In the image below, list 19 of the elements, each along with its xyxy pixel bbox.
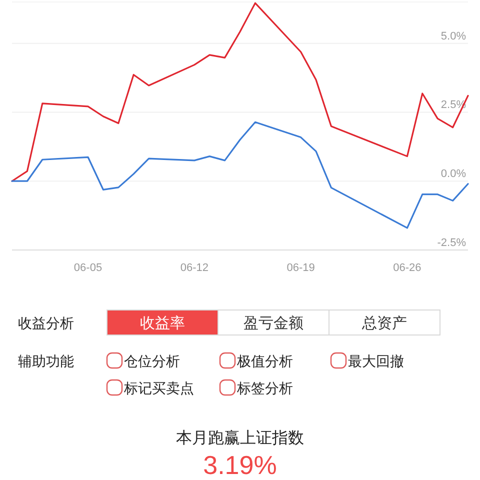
x-tick-label: 06-12	[180, 262, 208, 274]
text: 盈亏金额	[244, 315, 304, 332]
text: 仓位分析	[124, 353, 180, 369]
text: 标签分析	[236, 380, 293, 396]
text: 3.19%	[203, 450, 277, 480]
y-tick-label: 5.0%	[440, 30, 466, 42]
text: 最大回撤	[348, 353, 404, 369]
text: 辅助功能	[18, 353, 74, 369]
y-tick-label: 0.0%	[440, 168, 466, 180]
text: 本月跑赢上证指数	[176, 429, 304, 447]
text: 极值分析	[236, 353, 293, 369]
x-tick-label: 06-05	[74, 262, 102, 274]
text: 收益分析	[18, 315, 74, 331]
text: 总资产	[361, 315, 407, 332]
text: 标记买卖点	[123, 380, 194, 396]
y-tick-label: -2.5%	[437, 237, 466, 249]
text: 收益率	[140, 315, 185, 332]
x-tick-label: 06-26	[393, 262, 422, 274]
x-tick-label: 06-19	[286, 262, 315, 274]
